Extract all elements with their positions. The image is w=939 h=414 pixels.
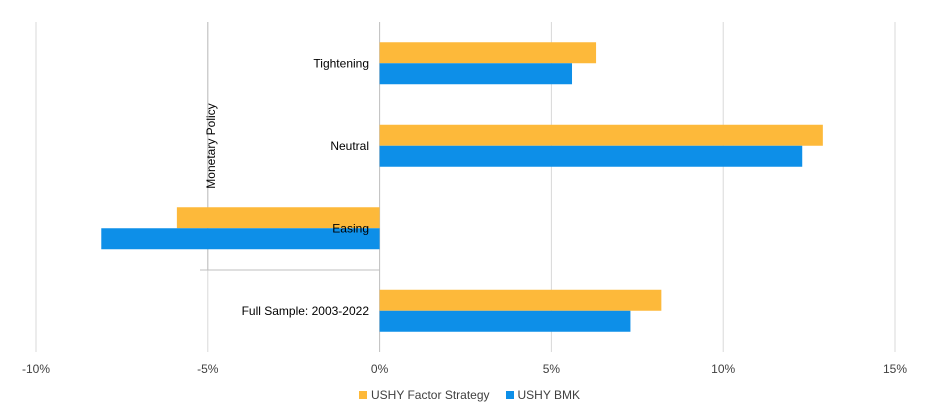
bar-factor-strategy	[379, 42, 597, 64]
group-label: Monetary Policy	[204, 103, 218, 188]
x-tick-label: 0%	[371, 362, 389, 376]
bar-factor-strategy	[379, 289, 662, 311]
bar-factor-strategy	[176, 207, 380, 229]
bar-factor-strategy	[379, 124, 823, 146]
axis-lines	[200, 22, 381, 352]
category-label: Tightening	[313, 56, 369, 70]
legend-swatch-factor-strategy	[359, 391, 368, 399]
category-label: Full Sample: 2003-2022	[242, 304, 370, 318]
legend-label-factor-strategy: USHY Factor Strategy	[371, 388, 490, 402]
bar-bmk	[379, 145, 803, 167]
bar-bmk	[379, 63, 573, 85]
category-labels: Tightening Neutral Easing Full Sample: 2003…	[242, 56, 370, 318]
legend: USHY Factor Strategy USHY BMK	[0, 388, 939, 402]
x-tick-label: -10%	[22, 362, 50, 376]
legend-item-bmk: USHY BMK	[505, 388, 580, 402]
x-tick-label: 15%	[883, 362, 907, 376]
x-tick-label: -5%	[197, 362, 219, 376]
category-label: Neutral	[330, 139, 369, 153]
legend-item-factor-strategy: USHY Factor Strategy	[359, 388, 490, 402]
bar-bmk	[101, 228, 380, 250]
bar-bmk	[379, 310, 631, 332]
category-label: Easing	[332, 221, 369, 235]
x-tick-label: 10%	[711, 362, 735, 376]
legend-label-bmk: USHY BMK	[517, 388, 580, 402]
legend-swatch-bmk	[505, 391, 514, 399]
bars	[101, 42, 823, 332]
x-tick-labels: -10% -5% 0% 5% 10% 15%	[22, 362, 907, 376]
x-tick-label: 5%	[543, 362, 561, 376]
